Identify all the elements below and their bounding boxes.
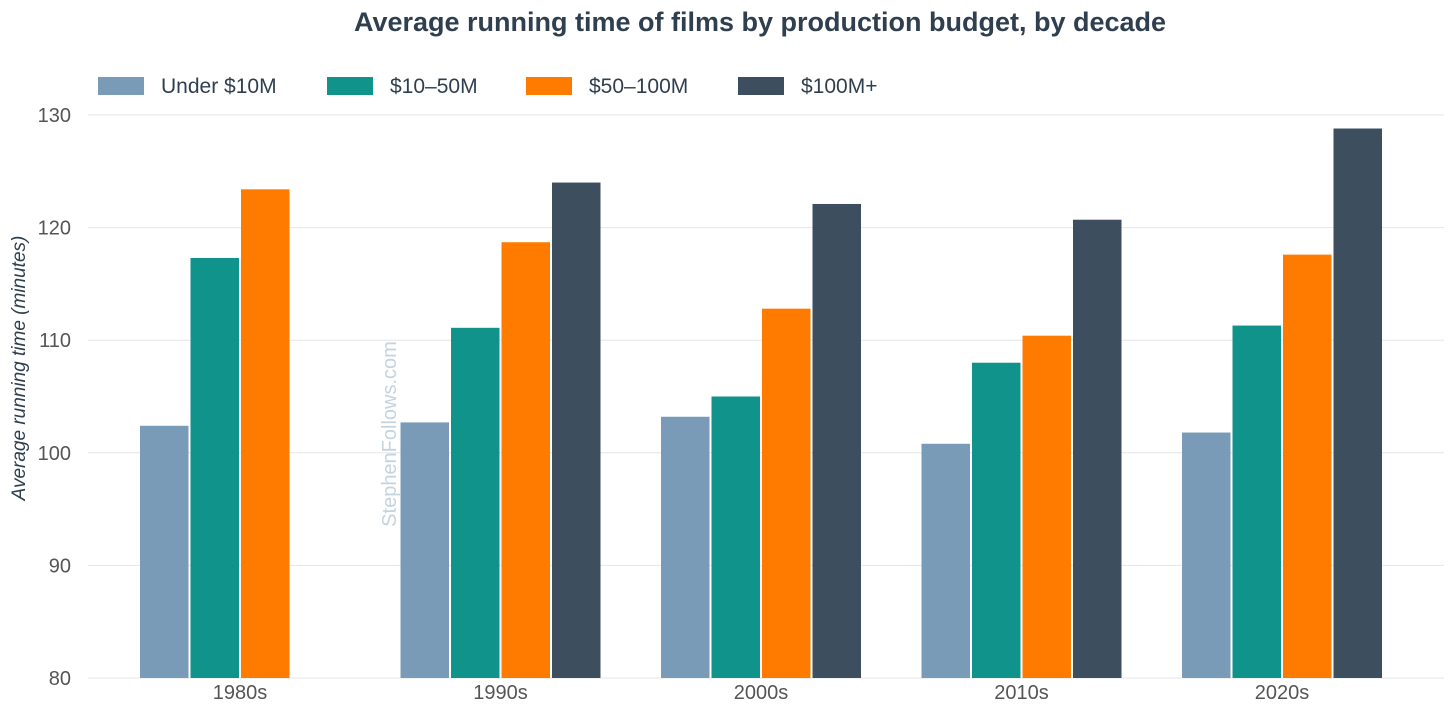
legend: Under $10M $10–50M $50–100M $100M+ — [98, 75, 877, 98]
y-tick-label-90: 90 — [49, 555, 71, 577]
legend-label: $100M+ — [801, 75, 877, 98]
legend-swatch — [327, 77, 373, 95]
bar-2000s--50-100M — [762, 308, 811, 678]
y-tick-label-120: 120 — [38, 218, 71, 240]
bar-2000s--10-50M — [711, 396, 760, 678]
legend-swatch — [526, 77, 572, 95]
x-tick-label-2020s: 2020s — [1255, 682, 1310, 704]
bar-1990s--10-50M — [451, 327, 500, 678]
y-tick-label-100: 100 — [38, 443, 71, 465]
bar-1980s--50-100M — [241, 189, 290, 679]
bar-2010s--50-100M — [1022, 335, 1071, 678]
bar-2020s-Under-10M — [1182, 432, 1231, 678]
legend-swatch — [98, 77, 144, 95]
chart-title: Average running time of films by product… — [354, 7, 1166, 37]
y-axis-label: Average running time (minutes) — [9, 236, 30, 502]
x-axis-ticks: 1980s 1990s 2000s 2010s 2020s — [213, 682, 1310, 704]
legend-swatch — [738, 77, 784, 95]
bar-2010s--100M- — [1073, 219, 1122, 678]
bar-2000s--100M- — [812, 203, 861, 679]
y-axis-ticks: 80 90 100 110 120 130 — [38, 105, 71, 690]
bar-2010s--10-50M — [972, 362, 1021, 678]
bar-1980s-Under-10M — [140, 425, 189, 678]
bar-1990s--50-100M — [501, 242, 550, 678]
x-tick-label-2010s: 2010s — [994, 682, 1049, 704]
legend-label: $50–100M — [589, 75, 688, 98]
x-tick-label-2000s: 2000s — [734, 682, 789, 704]
bar-2020s--100M- — [1333, 128, 1382, 679]
legend-item--10-50M[interactable]: $10–50M — [327, 75, 478, 98]
bar-2010s-Under-10M — [921, 443, 970, 678]
legend-label: Under $10M — [161, 75, 277, 98]
y-tick-label-110: 110 — [39, 330, 71, 352]
y-tick-label-80: 80 — [49, 668, 71, 690]
bar-1990s--100M- — [552, 182, 601, 678]
legend-item--50-100M[interactable]: $50–100M — [526, 75, 688, 98]
y-tick-label-130: 130 — [38, 105, 71, 127]
bar-2000s-Under-10M — [661, 416, 710, 678]
bars — [140, 128, 1382, 679]
bar-1990s-Under-10M — [400, 422, 449, 678]
watermark: StephenFollows.com — [379, 341, 401, 527]
bar-2020s--10-50M — [1232, 325, 1281, 678]
legend-item-Under-10M[interactable]: Under $10M — [98, 75, 277, 98]
bar-2020s--50-100M — [1283, 254, 1332, 678]
bar-1980s--10-50M — [190, 258, 239, 678]
x-tick-label-1990s: 1990s — [473, 682, 528, 704]
legend-item--100M-[interactable]: $100M+ — [738, 75, 877, 98]
x-tick-label-1980s: 1980s — [213, 682, 268, 704]
legend-label: $10–50M — [390, 75, 478, 98]
